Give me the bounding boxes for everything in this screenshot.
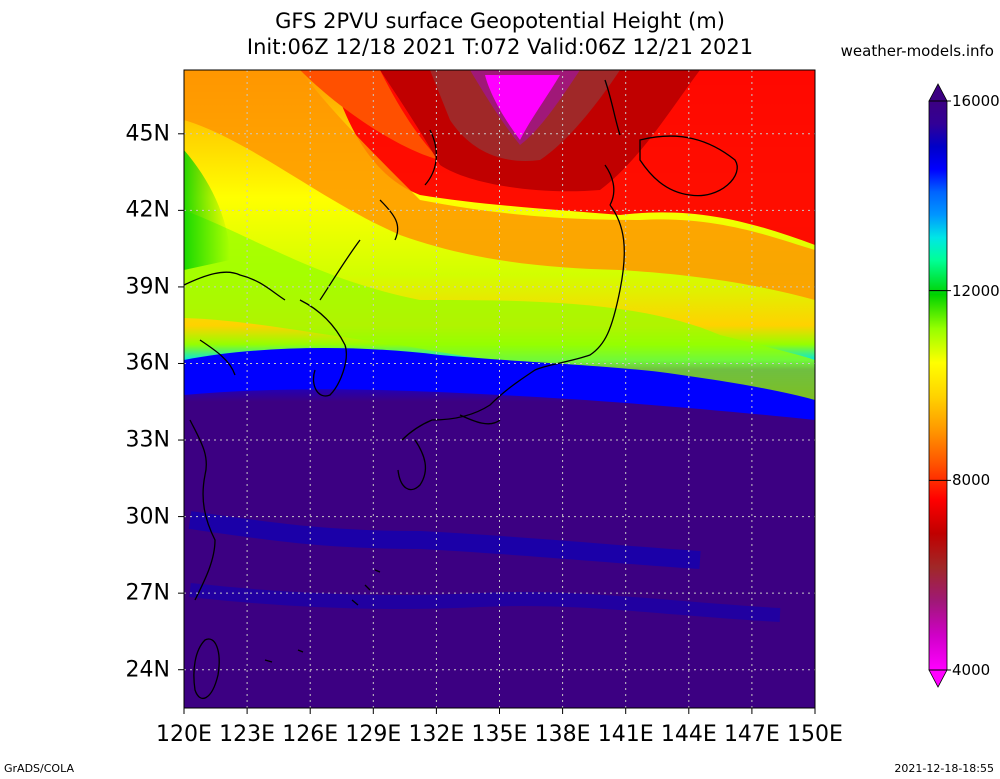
colorbar bbox=[928, 83, 951, 688]
lon-label: 144E bbox=[660, 722, 717, 747]
chart-subtitle: Init:06Z 12/18 2021 T:072 Valid:06Z 12/2… bbox=[246, 35, 754, 59]
colorbar-label: 4000 bbox=[952, 661, 991, 679]
lon-label: 129E bbox=[345, 722, 402, 747]
lat-label: 24N bbox=[125, 657, 170, 683]
footer-timestamp: 2021-12-18-18:55 bbox=[894, 762, 994, 775]
colorbar-scale bbox=[928, 100, 948, 671]
lat-label: 27N bbox=[125, 580, 170, 606]
colorbar-label: 12000 bbox=[952, 281, 1000, 300]
colorbar-bottom-arrow bbox=[928, 669, 948, 688]
lon-label: 138E bbox=[534, 722, 591, 747]
lon-label: 141E bbox=[597, 722, 654, 747]
map-frame bbox=[183, 69, 816, 709]
lat-label: 45N bbox=[125, 121, 170, 147]
height-field bbox=[184, 70, 815, 708]
lat-label: 33N bbox=[125, 427, 170, 453]
lon-label: 120E bbox=[156, 722, 212, 747]
lat-label: 30N bbox=[125, 504, 170, 530]
coastlines bbox=[184, 79, 738, 700]
lat-label: 36N bbox=[125, 350, 170, 376]
lon-label: 123E bbox=[219, 722, 276, 747]
colorbar-label: 8000 bbox=[952, 471, 991, 490]
chart-title: GFS 2PVU surface Geopotential Height (m) bbox=[275, 9, 725, 33]
lon-label: 135E bbox=[471, 722, 528, 747]
footer-credit: GrADS/COLA bbox=[4, 762, 74, 775]
lat-label: 42N bbox=[125, 197, 170, 223]
colorbar-label: 16000 bbox=[952, 92, 1000, 110]
site-watermark: weather-models.info bbox=[840, 42, 994, 60]
lon-label: 150E bbox=[787, 722, 843, 747]
lon-label: 132E bbox=[408, 722, 465, 747]
colorbar-top-arrow bbox=[928, 83, 948, 102]
lon-label: 126E bbox=[282, 722, 339, 747]
lat-label: 39N bbox=[125, 274, 170, 300]
lon-label: 147E bbox=[723, 722, 780, 747]
